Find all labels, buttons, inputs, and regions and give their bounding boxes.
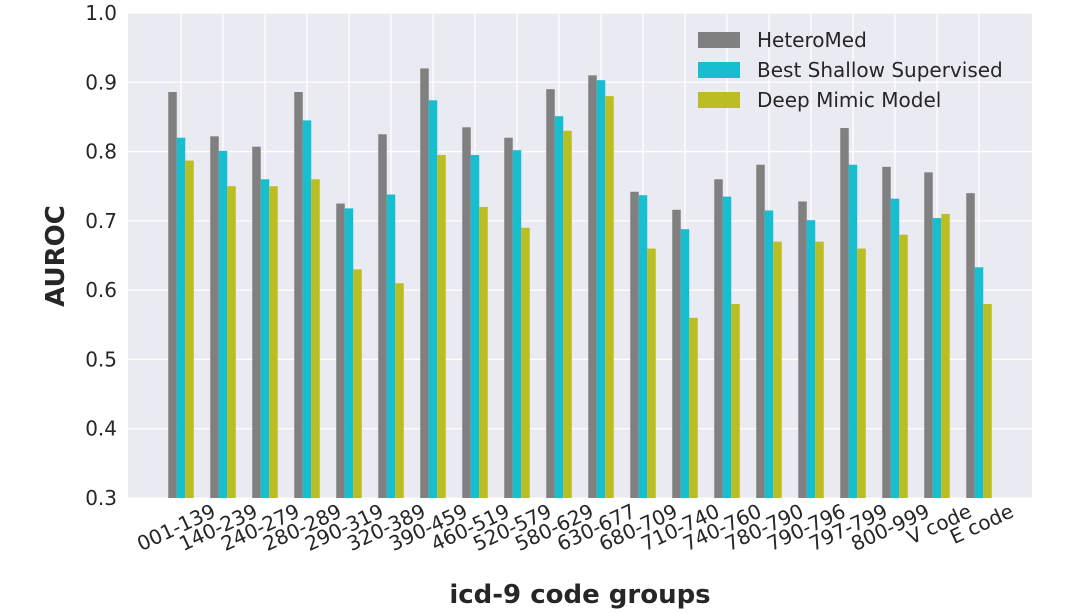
y-tick-label: 0.4 [85, 417, 117, 441]
bar-best-shallow-supervised-710-740 [680, 229, 690, 498]
bar-best-shallow-supervised-740-760 [722, 196, 732, 498]
bar-heteromed-797-799 [840, 128, 849, 498]
x-axis-ticks: 001-139140-239240-279280-289290-319320-3… [133, 499, 1017, 556]
bar-best-shallow-supervised-001-139 [176, 137, 186, 498]
bar-heteromed-290-319 [336, 203, 345, 499]
bar-best-shallow-supervised-797-799 [848, 164, 858, 498]
bar-heteromed-520-579 [504, 137, 513, 498]
bar-deep-mimic-model-460-519 [479, 207, 488, 498]
bar-deep-mimic-model-630-677 [605, 96, 614, 499]
bar-heteromed-390-459 [420, 68, 429, 498]
bar-heteromed-001-139 [168, 91, 177, 498]
bar-deep-mimic-model-797-799 [857, 248, 866, 498]
bar-heteromed-800-999 [882, 166, 891, 499]
bar-best-shallow-supervised-140-239 [218, 150, 228, 498]
y-axis-label: AUROC [41, 205, 71, 307]
bar-heteromed-320-389 [378, 134, 387, 498]
bar-deep-mimic-model-790-796 [815, 241, 824, 498]
bar-deep-mimic-model-290-319 [353, 269, 362, 498]
bar-heteromed-460-519 [462, 127, 471, 499]
bar-best-shallow-supervised-580-629 [554, 116, 564, 498]
bar-deep-mimic-model-e-code [983, 304, 992, 498]
bar-deep-mimic-model-140-239 [227, 186, 236, 498]
bar-deep-mimic-model-740-760 [731, 304, 740, 498]
legend: HeteroMed Best Shallow Supervised Deep M… [698, 28, 1003, 112]
bar-deep-mimic-model-710-740 [689, 317, 698, 498]
bar-best-shallow-supervised-320-389 [386, 194, 396, 498]
bar-heteromed-710-740 [672, 209, 681, 498]
y-tick-label: 0.7 [85, 209, 117, 233]
x-axis-label: icd-9 code groups [449, 580, 710, 610]
bar-deep-mimic-model-780-790 [773, 241, 782, 498]
bar-heteromed-630-677 [588, 75, 597, 498]
bar-heteromed-740-760 [714, 179, 723, 499]
bar-best-shallow-supervised-520-579 [512, 150, 522, 498]
y-tick-label: 1.0 [85, 1, 117, 25]
bar-deep-mimic-model-240-279 [269, 186, 278, 498]
bar-heteromed-680-709 [630, 191, 639, 498]
bar-best-shallow-supervised-460-519 [470, 155, 480, 499]
bar-heteromed-790-796 [798, 201, 807, 498]
legend-swatch-best-shallow [698, 62, 740, 78]
bar-deep-mimic-model-580-629 [563, 130, 572, 499]
bar-deep-mimic-model-520-579 [521, 227, 530, 499]
y-tick-label: 0.3 [85, 486, 117, 510]
bar-best-shallow-supervised-290-319 [344, 208, 354, 498]
bar-deep-mimic-model-680-709 [647, 248, 656, 498]
bar-best-shallow-supervised-780-790 [764, 210, 774, 498]
legend-label-heteromed: HeteroMed [757, 28, 867, 52]
y-axis-ticks: 0.3 0.4 0.5 0.6 0.7 0.8 0.9 1.0 [85, 1, 117, 510]
bar-best-shallow-supervised-390-459 [428, 100, 438, 499]
bar-groups [168, 68, 992, 499]
plot-background [128, 13, 1032, 498]
legend-swatch-heteromed [698, 32, 740, 48]
legend-label-deep-mimic: Deep Mimic Model [757, 88, 941, 112]
bar-heteromed-280-289 [294, 91, 303, 498]
bar-best-shallow-supervised-280-289 [302, 120, 312, 499]
bar-heteromed-v-code [924, 172, 933, 498]
y-tick-label: 0.9 [85, 70, 117, 94]
bar-best-shallow-supervised-e-code [974, 267, 984, 498]
bar-deep-mimic-model-800-999 [899, 234, 908, 498]
bar-best-shallow-supervised-800-999 [890, 198, 900, 498]
legend-swatch-deep-mimic [698, 92, 740, 108]
bar-best-shallow-supervised-240-279 [260, 179, 270, 499]
bar-heteromed-780-790 [756, 164, 765, 498]
y-tick-label: 0.8 [85, 140, 117, 164]
bar-heteromed-580-629 [546, 89, 555, 498]
bar-heteromed-240-279 [252, 146, 261, 498]
legend-label-best-shallow: Best Shallow Supervised [757, 58, 1003, 82]
bar-best-shallow-supervised-790-796 [806, 220, 816, 498]
bar-deep-mimic-model-001-139 [185, 160, 194, 499]
bar-deep-mimic-model-280-289 [311, 179, 320, 499]
bar-heteromed-e-code [966, 193, 975, 498]
bar-best-shallow-supervised-630-677 [596, 80, 606, 498]
y-tick-label: 0.6 [85, 278, 117, 302]
bar-deep-mimic-model-390-459 [437, 155, 446, 499]
bar-heteromed-140-239 [210, 136, 219, 499]
bar-best-shallow-supervised-680-709 [638, 195, 648, 498]
bar-deep-mimic-model-320-389 [395, 283, 404, 498]
y-tick-label: 0.5 [85, 347, 117, 371]
bar-deep-mimic-model-v-code [941, 213, 950, 498]
bar-best-shallow-supervised-v-code [932, 218, 942, 499]
